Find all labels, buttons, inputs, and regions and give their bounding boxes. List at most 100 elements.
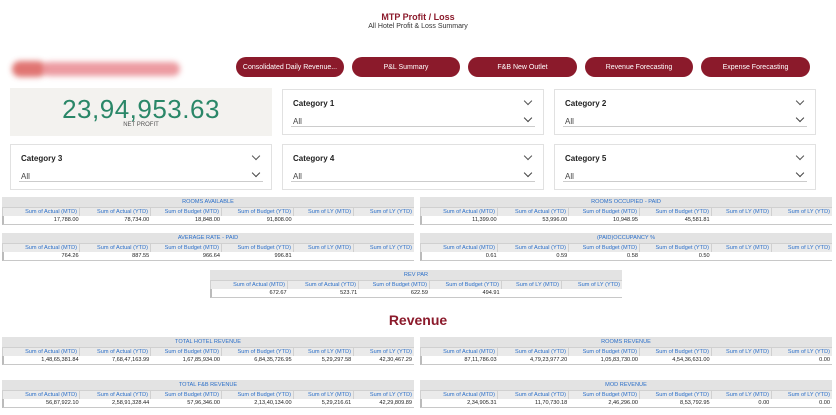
column-header[interactable]: Sum of LY (YTD) (353, 391, 414, 399)
collapse-chevron-icon[interactable] (523, 151, 533, 161)
column-header[interactable]: Sum of Actual (MTD) (2, 348, 79, 356)
column-header[interactable]: Sum of Budget (MTD) (568, 391, 639, 399)
column-header[interactable]: Sum of Actual (YTD) (79, 208, 150, 216)
column-header[interactable]: Sum of LY (MTD) (711, 244, 771, 252)
column-header[interactable]: Sum of Actual (YTD) (79, 348, 150, 356)
column-header[interactable]: Sum of LY (MTD) (711, 391, 771, 399)
table-cell: 1,48,65,381.84 (41, 357, 79, 363)
table-cell: 2,34,905.31 (467, 400, 497, 406)
column-header[interactable]: Sum of LY (MTD) (293, 208, 353, 216)
category-3-slicer[interactable]: Category 3 All (10, 144, 272, 190)
column-header[interactable]: Sum of LY (YTD) (353, 244, 414, 252)
nav-consolidated-daily-revenue-button[interactable]: Consolidated Daily Revenue... (236, 57, 344, 77)
column-header[interactable]: Sum of LY (MTD) (711, 208, 771, 216)
column-header[interactable]: Sum of Budget (YTD) (639, 348, 711, 356)
category-5-slicer[interactable]: Category 5 All (554, 144, 816, 190)
table-cell: 2,46,296.00 (608, 400, 638, 406)
table-title: ROOMS OCCUPIED - PAID (420, 197, 832, 207)
column-header[interactable]: Sum of LY (YTD) (771, 348, 832, 356)
table-header-row: Sum of Actual (MTD) Sum of Actual (YTD) Su… (2, 243, 414, 252)
column-header[interactable]: Sum of LY (YTD) (771, 244, 832, 252)
table-cell: 672.67 (269, 290, 287, 296)
table-title: MOD REVENUE (420, 380, 832, 390)
column-header[interactable]: Sum of Actual (YTD) (497, 244, 568, 252)
table-cell (294, 252, 354, 260)
table-cell: 45,581.81 (684, 217, 710, 223)
column-header[interactable]: Sum of Budget (YTD) (221, 244, 293, 252)
collapse-chevron-icon[interactable] (251, 151, 261, 161)
column-header[interactable]: Sum of Budget (YTD) (221, 208, 293, 216)
nav-expense-forecasting-button[interactable]: Expense Forecasting (701, 57, 810, 77)
rev-par-table: REV PAR Sum of Actual (MTD) Sum of Actual … (210, 270, 622, 298)
column-header[interactable]: Sum of Actual (MTD) (420, 208, 497, 216)
category-1-slicer[interactable]: Category 1 All (282, 89, 544, 135)
column-header[interactable]: Sum of Actual (YTD) (497, 208, 568, 216)
table-row: 764.26 887.55 966.64 996.81 (2, 252, 414, 261)
column-header[interactable]: Sum of Budget (MTD) (568, 348, 639, 356)
chevron-down-icon[interactable] (523, 168, 533, 178)
column-header[interactable]: Sum of Budget (MTD) (358, 281, 429, 289)
column-header[interactable]: Sum of Actual (YTD) (287, 281, 358, 289)
nav-fnb-new-outlet-button[interactable]: F&B New Outlet (468, 57, 577, 77)
column-header[interactable]: Sum of Budget (YTD) (429, 281, 501, 289)
table-row: 56,87,922.10 2,58,91,328.44 57,96,346.00 2,… (2, 399, 414, 408)
column-header[interactable]: Sum of Budget (MTD) (150, 348, 221, 356)
column-header[interactable]: Sum of Actual (MTD) (2, 208, 79, 216)
column-header[interactable]: Sum of Actual (YTD) (79, 244, 150, 252)
category-2-slicer[interactable]: Category 2 All (554, 89, 816, 135)
column-header[interactable]: Sum of Budget (MTD) (150, 208, 221, 216)
table-row: 672.67 523.71 622.59 494.91 (210, 289, 622, 298)
column-header[interactable]: Sum of Budget (YTD) (639, 208, 711, 216)
column-header[interactable]: Sum of Actual (MTD) (210, 281, 287, 289)
column-header[interactable]: Sum of LY (YTD) (771, 391, 832, 399)
column-header[interactable]: Sum of Budget (YTD) (221, 348, 293, 356)
column-header[interactable]: Sum of Budget (MTD) (150, 244, 221, 252)
collapse-chevron-icon[interactable] (795, 151, 805, 161)
table-cell: 87,11,786.03 (464, 357, 497, 363)
table-title: REV PAR (210, 270, 622, 280)
table-cell: 42,29,809.89 (379, 400, 412, 406)
column-header[interactable]: Sum of Budget (YTD) (639, 244, 711, 252)
nav-pl-summary-button[interactable]: P&L Summary (352, 57, 460, 77)
table-cell (712, 216, 772, 224)
column-header[interactable]: Sum of LY (MTD) (293, 348, 353, 356)
category-4-slicer[interactable]: Category 4 All (282, 144, 544, 190)
column-header[interactable]: Sum of LY (MTD) (711, 348, 771, 356)
table-cell: 7,68,47,163.99 (111, 357, 150, 363)
chevron-down-icon[interactable] (795, 168, 805, 178)
table-cell: 78,734.00 (124, 217, 150, 223)
column-header[interactable]: Sum of Actual (MTD) (2, 244, 79, 252)
column-header[interactable]: Sum of LY (MTD) (501, 281, 561, 289)
column-header[interactable]: Sum of LY (YTD) (353, 208, 414, 216)
column-header[interactable]: Sum of Actual (YTD) (497, 391, 568, 399)
column-header[interactable]: Sum of Budget (MTD) (568, 208, 639, 216)
chevron-down-icon[interactable] (523, 113, 533, 123)
chevron-down-icon[interactable] (251, 168, 261, 178)
column-header[interactable]: Sum of Actual (MTD) (2, 391, 79, 399)
table-cell: 2,13,40,134.00 (254, 400, 292, 406)
table-row: 11,399.00 53,996.00 10,948.95 45,581.81 (420, 216, 832, 225)
column-header[interactable]: Sum of Budget (MTD) (568, 244, 639, 252)
column-header[interactable]: Sum of LY (YTD) (353, 348, 414, 356)
column-header[interactable]: Sum of Actual (MTD) (420, 348, 497, 356)
column-header[interactable]: Sum of Actual (YTD) (79, 391, 150, 399)
column-header[interactable]: Sum of LY (MTD) (293, 391, 353, 399)
nav-revenue-forecasting-button[interactable]: Revenue Forecasting (585, 57, 693, 77)
slicer-value: All (21, 172, 30, 181)
table-cell: 5,29,216.61 (321, 400, 352, 406)
column-header[interactable]: Sum of Budget (YTD) (221, 391, 293, 399)
column-header[interactable]: Sum of Actual (MTD) (420, 391, 497, 399)
column-header[interactable]: Sum of LY (YTD) (561, 281, 622, 289)
column-header[interactable]: Sum of Actual (MTD) (420, 244, 497, 252)
table-cell (353, 252, 414, 260)
table-title: TOTAL HOTEL REVENUE (2, 337, 414, 347)
column-header[interactable]: Sum of Actual (YTD) (497, 348, 568, 356)
collapse-chevron-icon[interactable] (523, 96, 533, 106)
collapse-chevron-icon[interactable] (795, 96, 805, 106)
column-header[interactable]: Sum of LY (MTD) (293, 244, 353, 252)
table-cell: 0.59 (556, 253, 568, 259)
column-header[interactable]: Sum of Budget (YTD) (639, 391, 711, 399)
column-header[interactable]: Sum of LY (YTD) (771, 208, 832, 216)
column-header[interactable]: Sum of Budget (MTD) (150, 391, 221, 399)
chevron-down-icon[interactable] (795, 113, 805, 123)
